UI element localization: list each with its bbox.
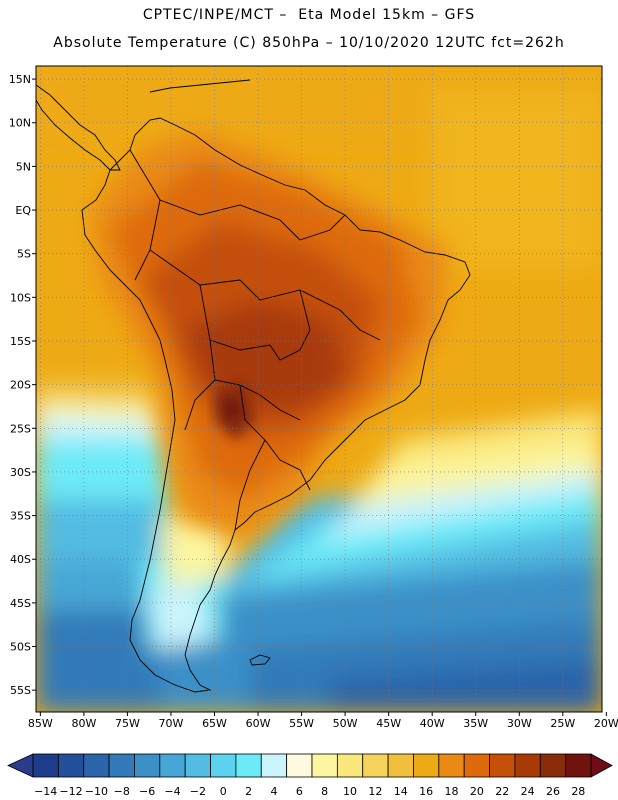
colorbar-label: 2 (245, 785, 252, 798)
lon-label: 65W (202, 717, 227, 730)
colorbar-label: 24 (521, 785, 535, 798)
colorbar-label: 22 (495, 785, 509, 798)
colorbar-label: −4 (164, 785, 180, 798)
colorbar-label: 12 (368, 785, 382, 798)
colorbar-label: −2 (190, 785, 206, 798)
colorbar-swatch (286, 753, 313, 778)
colorbar-swatch (159, 753, 186, 778)
colorbar-label: 4 (270, 785, 277, 798)
lon-label: 70W (159, 717, 184, 730)
colorbar-swatch (32, 753, 59, 778)
lon-label: 40W (420, 717, 445, 730)
lat-label: 30S (10, 466, 31, 479)
lon-label: 25W (550, 717, 575, 730)
colorbar-swatch (57, 753, 85, 778)
colorbar-over-arrow (590, 753, 613, 778)
colorbar-label: 18 (445, 785, 459, 798)
colorbar-swatch (184, 753, 211, 778)
lon-label: 55W (289, 717, 314, 730)
colorbar-swatch (539, 753, 567, 778)
colorbar-label: −10 (85, 785, 108, 798)
chart-title-line2: Absolute Temperature (C) 850hPa – 10/10/… (53, 35, 565, 51)
colorbar-label: 0 (220, 785, 227, 798)
colorbar-swatch (362, 753, 389, 778)
caribbean-coast (149, 79, 251, 93)
colorbar-label: −14 (34, 785, 57, 798)
colorbar-label: 10 (343, 785, 357, 798)
colorbar-swatch (260, 753, 288, 778)
lat-label: 10S (10, 291, 31, 304)
colorbar-swatch (514, 753, 541, 778)
lat-label: 15N (9, 73, 31, 86)
colorbar-swatch (311, 753, 338, 778)
colorbar-label: 16 (419, 785, 433, 798)
lat-label: 5S (17, 248, 31, 261)
chart-title-line1: CPTEC/INPE/MCT – Eta Model 15km – GFS (142, 7, 476, 23)
longitude-axis: 85W 80W 75W 70W 65W 60W 55W 50W 45W 40W 35W 30W 25W 2… (28, 712, 618, 730)
colorbar-under-arrow (7, 753, 34, 778)
colorbar-swatch (489, 753, 516, 778)
lon-label: 75W (115, 717, 140, 730)
lon-label: 60W (246, 717, 271, 730)
colorbar-swatch (83, 753, 110, 778)
lon-label: 30W (507, 717, 532, 730)
map-frame (35, 65, 603, 713)
colorbar-swatch (413, 753, 440, 778)
lon-label: 85W (28, 717, 53, 730)
colorbar-label: 14 (394, 785, 408, 798)
lon-label: 80W (71, 717, 96, 730)
colorbar-swatch (235, 753, 262, 778)
lat-label: 20S (10, 379, 31, 392)
colorbar-swatch (336, 753, 364, 778)
lat-label: 25S (10, 422, 31, 435)
lat-label: 15S (10, 335, 31, 348)
colorbar-label: 26 (546, 785, 560, 798)
lat-label: 55S (10, 684, 31, 697)
lon-label: 45W (376, 717, 401, 730)
lon-label: 20W (594, 717, 618, 730)
colorbar-swatch (463, 753, 490, 778)
lat-label: 5N (16, 160, 31, 173)
lat-label: EQ (15, 204, 31, 217)
central-america-coast (36, 84, 121, 171)
falkland-islands (249, 654, 271, 666)
colorbar-label: −8 (114, 785, 130, 798)
south-america-coast (81, 117, 471, 693)
colorbar-label: 6 (296, 785, 303, 798)
colorbar-swatch (438, 753, 465, 778)
colorbar-swatch (387, 753, 414, 778)
colorbar-label: 8 (321, 785, 328, 798)
lat-label: 45S (10, 597, 31, 610)
colorbar-swatch (210, 753, 237, 778)
colorbar-swatch (565, 753, 592, 778)
lat-label: 35S (10, 510, 31, 523)
lon-label: 35W (463, 717, 488, 730)
lat-label: 10N (9, 117, 31, 130)
colorbar-swatch (108, 753, 135, 778)
colorbar-label: 28 (571, 785, 585, 798)
lat-label: 50S (10, 641, 31, 654)
colorbar-label: 20 (470, 785, 484, 798)
colorbar-swatch (134, 753, 161, 778)
lon-label: 50W (333, 717, 358, 730)
latitude-axis: 15N 10N 5N EQ 5S 10S 15S 20S 25S 30S 35S 40S 45S 50S 5… (9, 73, 36, 697)
temperature-field (36, 66, 602, 712)
lat-label: 40S (10, 553, 31, 566)
colorbar-label: −12 (59, 785, 82, 798)
colorbar-label: −6 (139, 785, 155, 798)
